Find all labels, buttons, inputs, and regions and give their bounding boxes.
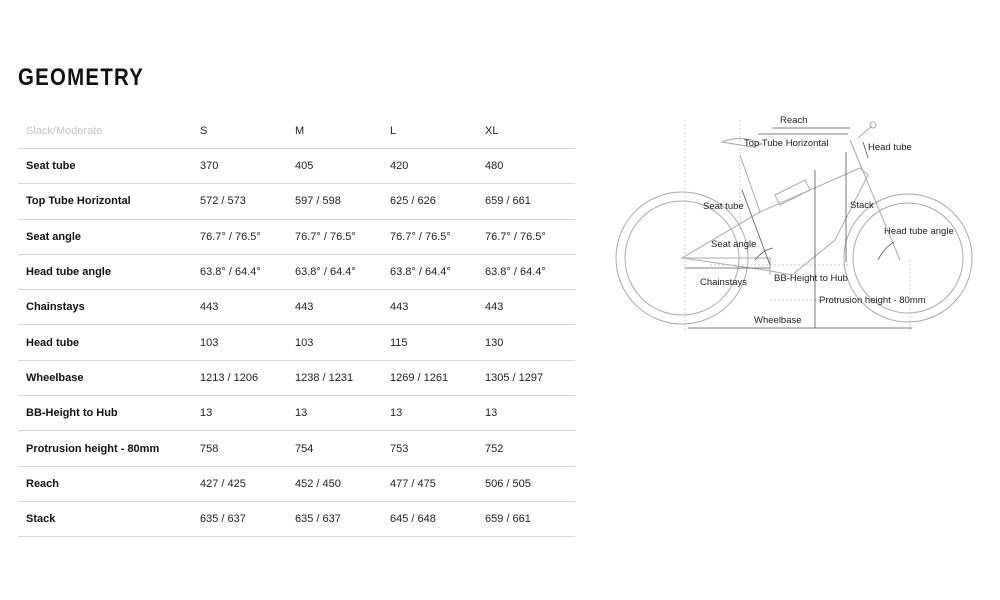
cell-value: 63.8° / 64.4° xyxy=(390,254,485,291)
table-row: Head tube angle 63.8° / 64.4° 63.8° / 64.4… xyxy=(18,254,575,291)
cell-value: 645 / 648 xyxy=(390,501,485,538)
table-row: Top Tube Horizontal 572 / 573 597 / 598 625… xyxy=(18,183,575,220)
cell-value: 420 xyxy=(390,148,485,185)
table-row: Seat angle 76.7° / 76.5° 76.7° / 76.5° 76.7… xyxy=(18,219,575,255)
cell-value: 1305 / 1297 xyxy=(485,360,575,397)
label-reach: Reach xyxy=(780,115,807,126)
cell-value: 597 / 598 xyxy=(295,183,390,220)
table-row: Wheelbase 1213 / 1206 1238 / 1231 1269 / 12… xyxy=(18,360,575,397)
corner-label: Slack/Moderate xyxy=(18,114,200,149)
row-label: Head tube angle xyxy=(18,254,200,291)
label-protrusion: Protrusion height - 80mm xyxy=(819,295,926,306)
cell-value: 635 / 637 xyxy=(295,501,390,538)
cell-value: 76.7° / 76.5° xyxy=(200,219,295,255)
cell-value: 427 / 425 xyxy=(200,466,295,502)
label-wheelbase: Wheelbase xyxy=(754,315,802,326)
cell-value: 758 xyxy=(200,430,295,467)
label-seat-tube: Seat tube xyxy=(703,201,744,212)
cell-value: 370 xyxy=(200,148,295,185)
bike-geometry-diagram: Reach Top Tube Horizontal Head tube Seat… xyxy=(615,115,973,330)
cell-value: 754 xyxy=(295,430,390,467)
cell-value: 130 xyxy=(485,324,575,361)
cell-value: 63.8° / 64.4° xyxy=(295,254,390,291)
cell-value: 753 xyxy=(390,430,485,467)
table-row: BB-Height to Hub 13 13 13 13 xyxy=(18,395,575,432)
cell-value: 103 xyxy=(200,324,295,361)
table-header-row: Slack/Moderate S M L XL xyxy=(18,114,575,149)
table-row: Seat tube 370 405 420 480 xyxy=(18,148,575,185)
row-label: Stack xyxy=(18,501,200,538)
table-row: Chainstays 443 443 443 443 xyxy=(18,289,575,326)
cell-value: 443 xyxy=(390,289,485,326)
cell-value: 625 / 626 xyxy=(390,183,485,220)
cell-value: 443 xyxy=(485,289,575,326)
cell-value: 76.7° / 76.5° xyxy=(485,219,575,255)
cell-value: 405 xyxy=(295,148,390,185)
page-title: GEOMETRY xyxy=(18,64,145,91)
cell-value: 1269 / 1261 xyxy=(390,360,485,397)
cell-value: 103 xyxy=(295,324,390,361)
cell-value: 1213 / 1206 xyxy=(200,360,295,397)
size-header: XL xyxy=(485,114,575,149)
cell-value: 443 xyxy=(200,289,295,326)
label-top-tube: Top Tube Horizontal xyxy=(744,138,829,149)
cell-value: 506 / 505 xyxy=(485,466,575,502)
row-label: Reach xyxy=(18,466,200,502)
frame xyxy=(680,167,869,276)
size-header: S xyxy=(200,114,295,149)
table-row: Head tube 103 103 115 130 xyxy=(18,324,575,361)
cell-value: 115 xyxy=(390,324,485,361)
front-wheel xyxy=(843,193,973,323)
cell-value: 480 xyxy=(485,148,575,185)
size-header: M xyxy=(295,114,390,149)
label-bb-height: BB-Height to Hub xyxy=(774,273,848,284)
cell-value: 443 xyxy=(295,289,390,326)
table-row: Stack 635 / 637 635 / 637 645 / 648 659 / 66… xyxy=(18,501,575,538)
cell-value: 13 xyxy=(485,395,575,432)
label-stack: Stack xyxy=(850,200,874,211)
cell-value: 752 xyxy=(485,430,575,467)
geometry-table: Slack/Moderate S M L XL Seat tube 370 405 420 480… xyxy=(18,114,575,538)
row-label: Seat angle xyxy=(18,219,200,255)
cell-value: 477 / 475 xyxy=(390,466,485,502)
row-label: Wheelbase xyxy=(18,360,200,397)
label-head-tube-angle: Head tube angle xyxy=(884,226,954,237)
cell-value: 659 / 661 xyxy=(485,183,575,220)
row-label: Top Tube Horizontal xyxy=(18,183,200,220)
row-label: BB-Height to Hub xyxy=(18,395,200,432)
row-label: Protrusion height - 80mm xyxy=(18,430,200,467)
cell-value: 63.8° / 64.4° xyxy=(485,254,575,291)
cell-value: 659 / 661 xyxy=(485,501,575,538)
cell-value: 635 / 637 xyxy=(200,501,295,538)
cell-value: 13 xyxy=(200,395,295,432)
cell-value: 76.7° / 76.5° xyxy=(295,219,390,255)
label-chainstays: Chainstays xyxy=(700,277,747,288)
size-header: L xyxy=(390,114,485,149)
cell-value: 572 / 573 xyxy=(200,183,295,220)
row-label: Chainstays xyxy=(18,289,200,326)
table-row: Protrusion height - 80mm 758 754 753 752 xyxy=(18,430,575,467)
seat-tube-arrow xyxy=(741,189,771,266)
label-head-tube: Head tube xyxy=(868,142,912,153)
table-row: Reach 427 / 425 452 / 450 477 / 475 506 / 50… xyxy=(18,466,575,502)
cell-value: 13 xyxy=(390,395,485,432)
row-label: Head tube xyxy=(18,324,200,361)
cell-value: 63.8° / 64.4° xyxy=(200,254,295,291)
cell-value: 1238 / 1231 xyxy=(295,360,390,397)
cell-value: 76.7° / 76.5° xyxy=(390,219,485,255)
row-label: Seat tube xyxy=(18,148,200,185)
cell-value: 13 xyxy=(295,395,390,432)
label-seat-angle: Seat angle xyxy=(711,239,756,250)
cell-value: 452 / 450 xyxy=(295,466,390,502)
